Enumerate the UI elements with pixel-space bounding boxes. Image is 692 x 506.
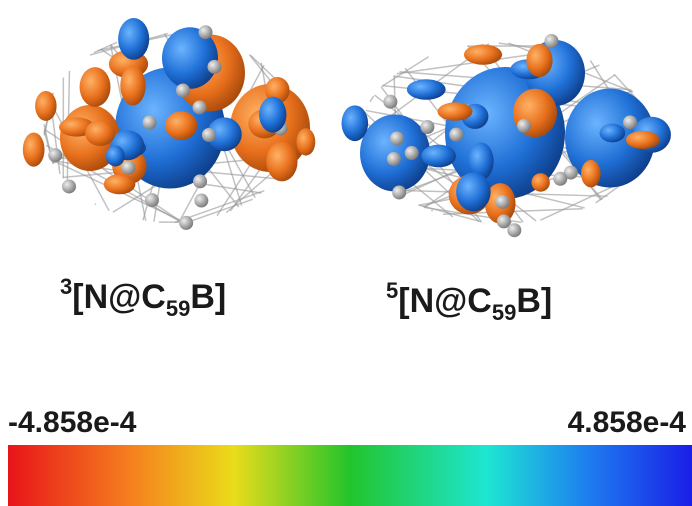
- molecule-image: [23, 18, 315, 230]
- isosurface: [438, 102, 473, 120]
- isosurface: [626, 131, 660, 149]
- isosurface: [581, 160, 601, 188]
- bond: [431, 210, 433, 211]
- bond: [95, 204, 96, 205]
- atom: [143, 116, 157, 130]
- colorbar-min-label: -4.858e-4: [8, 406, 137, 439]
- colorbar: [8, 445, 692, 506]
- molecule-label: 3[N@C59B]: [60, 274, 226, 321]
- colorbar-max-label: 4.858e-4: [568, 406, 687, 439]
- atom: [207, 60, 221, 74]
- atom: [387, 152, 401, 166]
- atom: [194, 194, 208, 208]
- isosurface: [23, 132, 45, 166]
- isosurface: [531, 173, 549, 192]
- isosurface: [421, 145, 456, 168]
- atom: [553, 172, 567, 186]
- atom: [405, 146, 419, 160]
- label-text: [N@C: [398, 282, 492, 320]
- atom: [176, 83, 190, 97]
- isosurface: [104, 174, 136, 194]
- isosurface: [342, 105, 369, 141]
- atom: [193, 100, 207, 114]
- isosurface: [80, 67, 111, 107]
- isosurface: [259, 97, 286, 133]
- atom: [507, 223, 521, 237]
- label-text: [N@C: [72, 278, 166, 316]
- atom: [145, 193, 159, 207]
- isosurface: [266, 142, 297, 182]
- atom: [199, 25, 213, 39]
- label-text: B]: [516, 282, 552, 320]
- atom: [390, 131, 404, 145]
- isosurface: [118, 18, 149, 60]
- isosurface: [120, 66, 145, 106]
- atom: [62, 179, 76, 193]
- atom: [193, 174, 207, 188]
- atom: [392, 185, 406, 199]
- subscript: 59: [492, 300, 516, 325]
- atom: [202, 128, 216, 142]
- isosurface: [464, 44, 502, 64]
- isosurface: [296, 128, 315, 155]
- isosurface: [526, 44, 552, 77]
- atom: [420, 120, 434, 134]
- superscript: 5: [386, 278, 398, 303]
- bond: [370, 96, 374, 102]
- isosurface: [456, 173, 491, 212]
- isosurface: [165, 111, 197, 140]
- atom: [48, 148, 62, 162]
- isosurface: [85, 120, 115, 146]
- atom: [179, 216, 193, 230]
- isosurface: [106, 145, 125, 166]
- atom: [517, 119, 531, 133]
- figure: 3[N@C59B] 5[N@C59B] -4.858e-4 4.858e-4: [0, 0, 692, 506]
- isosurface: [407, 79, 446, 100]
- isosurface: [35, 91, 56, 121]
- label-text: B]: [190, 278, 226, 316]
- molecule-label: 5[N@C59B]: [386, 278, 552, 325]
- atom: [383, 95, 397, 109]
- isosurface: [600, 124, 626, 143]
- atom: [122, 161, 136, 175]
- subscript: 59: [166, 296, 190, 321]
- atom: [496, 195, 510, 209]
- atom: [449, 128, 463, 142]
- molecule-image: [342, 34, 671, 237]
- atom: [544, 34, 558, 48]
- atom: [623, 115, 637, 129]
- superscript: 3: [60, 274, 72, 299]
- page: 3[N@C59B] 5[N@C59B] -4.858e-4 4.858e-4 (…: [0, 0, 692, 506]
